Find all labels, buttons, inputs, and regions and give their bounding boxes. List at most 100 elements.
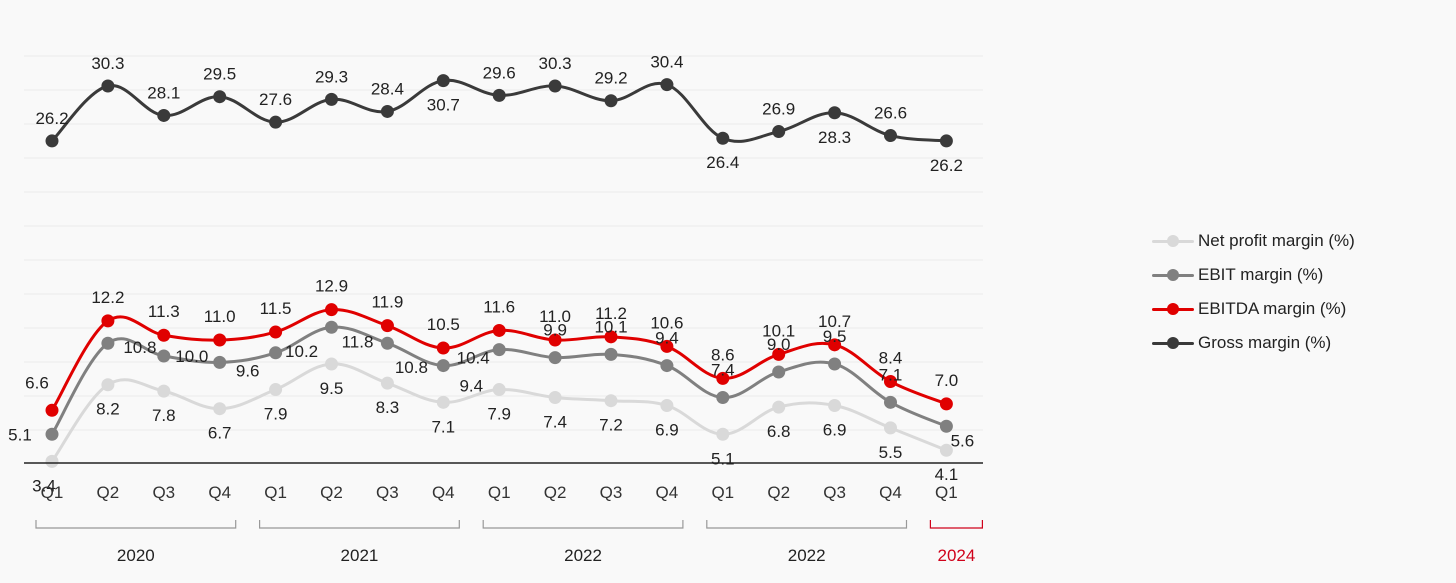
point-ebit xyxy=(716,391,730,405)
point-gross xyxy=(45,134,59,148)
point-ebit xyxy=(213,355,227,369)
year-group-brackets: 2020 2021 2022 2022 2024 xyxy=(35,520,983,565)
x-tick-label: Q2 xyxy=(320,483,343,502)
legend-swatch-net-profit xyxy=(1152,234,1194,248)
data-labels: 3.4 8.2 7.8 6.7 7.9 9.5 8.3 7.1 7.9 7.4 7.2 6.9 5.1 6… xyxy=(8,53,974,496)
point-net-profit xyxy=(269,383,283,397)
x-tick-label: Q2 xyxy=(544,483,567,502)
point-gross xyxy=(213,90,227,104)
point-ebit xyxy=(660,359,674,373)
point-ebitda xyxy=(884,375,897,389)
x-tick-label: Q3 xyxy=(376,483,399,502)
data-label-ebitda: 12.9 xyxy=(315,277,348,296)
point-ebitda xyxy=(660,339,674,353)
point-gross xyxy=(380,104,394,118)
point-net-profit xyxy=(772,400,786,414)
point-gross xyxy=(492,88,506,102)
data-label-ebit: 9.6 xyxy=(236,361,260,380)
x-tick-label: Q4 xyxy=(432,483,455,502)
year-bracket xyxy=(35,520,237,529)
point-ebit xyxy=(45,427,59,441)
data-label-ebitda: 11.3 xyxy=(148,302,180,321)
data-label-ebitda: 12.2 xyxy=(91,288,124,307)
data-label-ebit: 7.4 xyxy=(711,361,735,380)
point-gross xyxy=(436,74,450,88)
legend-label: EBITDA margin (%) xyxy=(1198,299,1347,318)
data-label-ebitda: 11.2 xyxy=(595,304,627,323)
point-ebit xyxy=(939,419,953,433)
x-tick-label: Q1 xyxy=(488,483,511,502)
legend-swatch-ebit xyxy=(1152,268,1194,282)
point-ebit xyxy=(492,343,506,357)
data-label-ebitda: 11.6 xyxy=(483,297,515,316)
year-label: 2021 xyxy=(341,546,379,565)
x-tick-label: Q2 xyxy=(97,483,120,502)
point-ebitda xyxy=(548,333,562,347)
data-label-gross: 29.5 xyxy=(203,65,236,84)
x-tick-label: Q1 xyxy=(41,483,64,502)
x-tick-label: Q4 xyxy=(879,483,902,502)
point-gross xyxy=(269,115,283,129)
data-label-ebit: 10.4 xyxy=(457,349,490,368)
data-label-gross: 29.6 xyxy=(483,63,516,82)
legend-label: EBIT margin (%) xyxy=(1198,265,1324,284)
point-ebit xyxy=(828,357,842,371)
data-label-net-profit: 6.9 xyxy=(655,421,679,440)
point-ebit xyxy=(269,346,283,360)
data-label-ebit: 10.0 xyxy=(175,347,208,366)
point-ebitda xyxy=(436,341,450,355)
data-label-ebitda: 11.0 xyxy=(204,307,236,326)
point-ebit xyxy=(436,359,450,373)
data-label-gross: 28.4 xyxy=(371,79,404,98)
x-tick-label: Q4 xyxy=(656,483,679,502)
data-label-ebitda: 11.9 xyxy=(371,293,403,312)
year-label: 2020 xyxy=(117,546,155,565)
data-label-ebit: 9.9 xyxy=(543,321,567,340)
x-tick-label: Q1 xyxy=(935,483,958,502)
point-ebit xyxy=(772,365,786,379)
x-tick-label: Q2 xyxy=(767,483,790,502)
legend-swatch-ebitda xyxy=(1152,302,1194,316)
legend: Net profit margin (%) EBIT margin (%) EB… xyxy=(1152,224,1355,360)
year-bracket xyxy=(929,520,983,529)
legend-item-ebitda: EBITDA margin (%) xyxy=(1152,292,1355,326)
data-label-gross: 30.4 xyxy=(650,53,683,72)
point-net-profit xyxy=(436,395,450,409)
data-label-ebit: 9.4 xyxy=(655,329,679,348)
point-gross xyxy=(548,79,562,93)
data-label-ebitda: 8.6 xyxy=(711,345,735,364)
point-net-profit xyxy=(548,391,562,405)
data-label-gross: 29.3 xyxy=(315,67,348,86)
legend-item-ebit: EBIT margin (%) xyxy=(1152,258,1355,292)
data-label-net-profit: 6.7 xyxy=(208,424,232,443)
data-label-net-profit: 3.4 xyxy=(32,476,56,495)
data-label-ebit: 9.5 xyxy=(823,327,847,346)
year-label: 2024 xyxy=(937,546,975,565)
data-label-ebit: 10.8 xyxy=(123,338,156,357)
point-net-profit xyxy=(716,427,730,441)
x-tick-label: Q3 xyxy=(600,483,623,502)
data-label-ebitda: 11.5 xyxy=(260,299,292,318)
point-ebit xyxy=(325,320,338,334)
point-gross xyxy=(939,134,953,148)
data-label-ebitda: 7.0 xyxy=(935,371,959,390)
point-gross xyxy=(325,92,338,106)
data-label-gross: 30.3 xyxy=(91,54,124,73)
point-net-profit xyxy=(45,454,59,468)
data-label-ebit: 10.2 xyxy=(285,342,318,361)
x-tick-label: Q3 xyxy=(152,483,175,502)
data-label-net-profit: 5.1 xyxy=(711,449,735,468)
point-net-profit xyxy=(213,402,227,416)
point-net-profit xyxy=(604,394,618,408)
data-label-net-profit: 7.2 xyxy=(599,416,623,435)
series-points xyxy=(45,74,953,468)
point-ebit xyxy=(604,347,618,361)
year-label: 2022 xyxy=(564,546,602,565)
data-label-gross: 26.4 xyxy=(706,153,739,172)
data-label-ebit: 9.0 xyxy=(767,335,791,354)
year-bracket xyxy=(259,520,460,529)
data-label-ebit: 10.8 xyxy=(395,358,428,377)
point-gross xyxy=(884,129,897,143)
point-ebit xyxy=(101,336,115,350)
